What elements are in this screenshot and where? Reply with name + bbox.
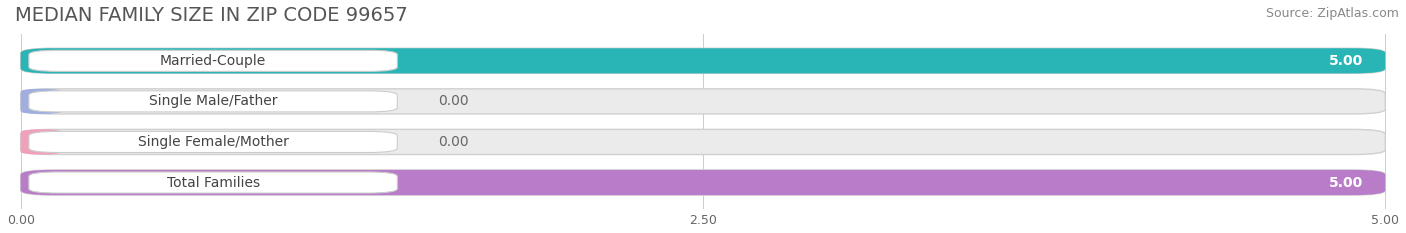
FancyBboxPatch shape [30,91,398,112]
Text: MEDIAN FAMILY SIZE IN ZIP CODE 99657: MEDIAN FAMILY SIZE IN ZIP CODE 99657 [15,6,408,24]
Text: Total Families: Total Families [166,175,260,189]
FancyBboxPatch shape [30,50,398,71]
Text: 5.00: 5.00 [1329,54,1364,68]
FancyBboxPatch shape [21,89,62,114]
FancyBboxPatch shape [30,131,398,153]
FancyBboxPatch shape [30,172,398,193]
Text: 5.00: 5.00 [1329,175,1364,189]
Text: Single Female/Mother: Single Female/Mother [138,135,288,149]
FancyBboxPatch shape [21,48,1385,73]
Text: Single Male/Father: Single Male/Father [149,94,277,108]
FancyBboxPatch shape [21,170,1385,195]
FancyBboxPatch shape [21,89,1385,114]
Text: Source: ZipAtlas.com: Source: ZipAtlas.com [1265,7,1399,20]
FancyBboxPatch shape [21,48,1385,73]
Text: 0.00: 0.00 [439,135,468,149]
FancyBboxPatch shape [21,170,1385,195]
FancyBboxPatch shape [21,129,1385,154]
Text: Married-Couple: Married-Couple [160,54,266,68]
Text: 0.00: 0.00 [439,94,468,108]
FancyBboxPatch shape [21,129,62,154]
